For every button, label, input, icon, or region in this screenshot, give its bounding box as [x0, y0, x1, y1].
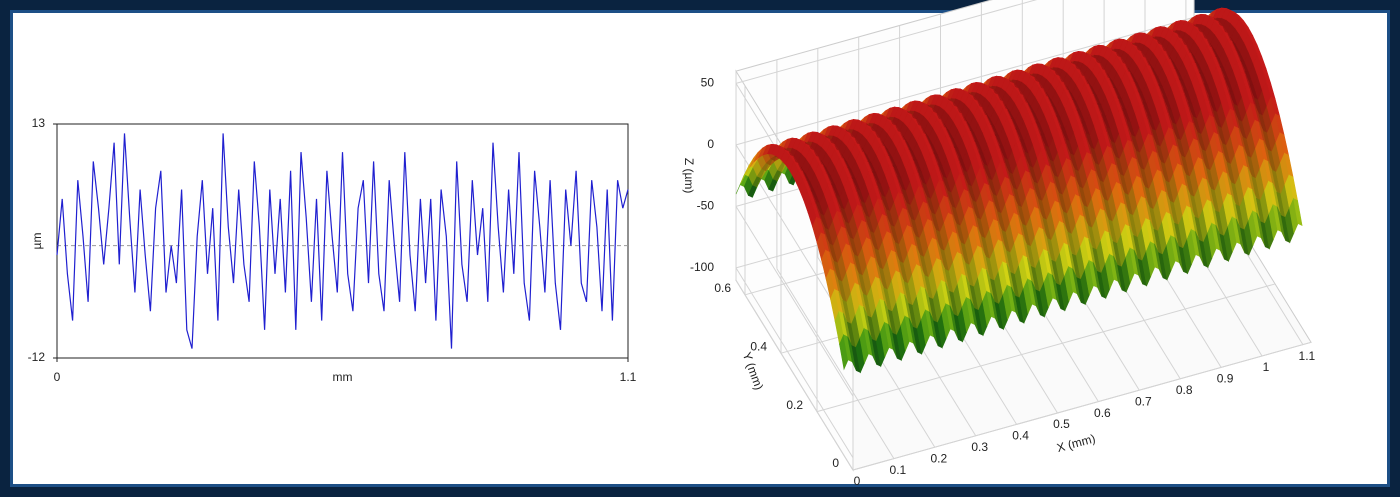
- z-tick-label: -50: [697, 199, 715, 213]
- x-tick-label: 0: [54, 370, 61, 384]
- y-tick-label: -12: [28, 350, 46, 364]
- x-tick-label: 0.7: [1135, 394, 1152, 408]
- grid-line: [735, 267, 854, 458]
- grid-line: [776, 268, 895, 459]
- x-tick-label: 0.3: [971, 440, 988, 454]
- x-tick-label: 1: [1263, 360, 1270, 374]
- grid-line: [816, 283, 1276, 413]
- y-tick-label: 13: [32, 116, 46, 130]
- profile-line: [56, 133, 629, 349]
- x-tick-label: 0.9: [1217, 372, 1234, 386]
- y-tick-label: 0.2: [786, 398, 803, 412]
- x-tick-label: 0.6: [1094, 406, 1111, 420]
- z-tick-label: -100: [690, 260, 714, 274]
- grid-line: [735, 279, 854, 471]
- z-axis-label: Z (µm): [682, 158, 696, 194]
- z-tick-label: 0: [707, 137, 714, 151]
- x-tick-label: 0.8: [1176, 383, 1193, 397]
- y-tick-label: 0.4: [750, 339, 767, 353]
- x-tick-label: 0.5: [1053, 417, 1070, 431]
- x-tick-label: 1.1: [620, 370, 637, 384]
- y-axis-label: µm: [30, 233, 44, 250]
- grid-line: [735, 0, 1038, 84]
- x-tick-label: 1.1: [1299, 349, 1316, 363]
- profile-chart: -12 13 0 1.1 mm µm: [28, 116, 637, 384]
- surface-chart: 0 0.1 0.2 0.3 0.4 0.5 0.6 0.7 0.8 0.9 1 1.1 0 0.2 0.4 0…: [682, 0, 1316, 488]
- x-tick-label: 0.1: [890, 463, 907, 477]
- grid-line: [735, 16, 1195, 146]
- surface-cell: [1293, 198, 1303, 227]
- y-tick-label: 0: [832, 456, 839, 470]
- grid-line: [735, 206, 854, 397]
- x-tick-label: 0: [854, 474, 861, 488]
- z-tick-label: 50: [701, 76, 715, 90]
- x-axis-label: mm: [333, 370, 353, 384]
- x-tick-label: 0.4: [1012, 429, 1029, 443]
- surface: [735, 7, 1303, 374]
- y-tick-label: 0.6: [714, 281, 731, 295]
- grid-line: [852, 341, 1312, 471]
- x-tick-label: 0.2: [930, 451, 947, 465]
